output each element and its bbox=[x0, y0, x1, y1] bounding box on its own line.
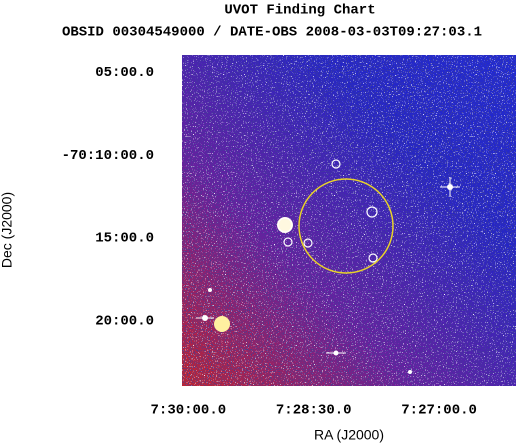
y-tick-label: 20:00.0 bbox=[95, 313, 154, 329]
x-axis-label: RA (J2000) bbox=[314, 427, 384, 443]
chart-title: UVOT Finding Chart bbox=[224, 3, 375, 19]
x-tick-label: 7:28:30.0 bbox=[276, 403, 352, 419]
x-tick-label: 7:30:00.0 bbox=[151, 403, 227, 419]
y-tick-label: 05:00.0 bbox=[95, 65, 154, 81]
sky-image bbox=[182, 55, 516, 386]
x-tick-label: 7:27:00.0 bbox=[401, 403, 477, 419]
error-circle bbox=[298, 178, 394, 274]
y-tick-label: 15:00.0 bbox=[95, 231, 154, 247]
chart-subtitle: OBSID 00304549000 / DATE-OBS 2008-03-03T… bbox=[62, 25, 482, 41]
y-axis-label: Dec (J2000) bbox=[0, 192, 15, 268]
source-markers bbox=[277, 159, 378, 263]
y-tick-label: -70:10:00.0 bbox=[62, 148, 154, 164]
